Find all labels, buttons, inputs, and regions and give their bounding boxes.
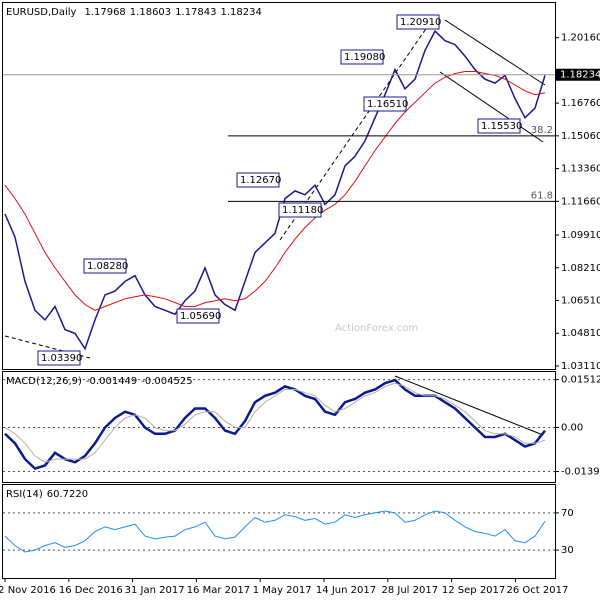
- header-part: EURUSD,Daily: [6, 7, 77, 18]
- header-part: 1.18603: [130, 7, 171, 18]
- level-label: 1.15530: [481, 121, 522, 132]
- header-part: -0.004525: [141, 376, 192, 387]
- level-label: 1.20910: [400, 17, 441, 28]
- x-tick-label: 1 May 2017: [253, 585, 312, 596]
- header-part: RSI(14): [6, 489, 43, 500]
- level-label: 1.11180: [282, 205, 323, 216]
- main-header: EURUSD,Daily 1.17968 1.18603 1.17843 1.18234: [6, 7, 262, 18]
- level-label: 1.16510: [367, 99, 408, 110]
- level-box: [37, 350, 81, 366]
- last-price-label: 1.18234: [560, 70, 600, 81]
- y-tick-label: -0.013938: [561, 467, 600, 478]
- level-box: [396, 14, 440, 30]
- header-part: MACD(12,26,9): [6, 376, 82, 387]
- header-part: 1.18234: [221, 7, 262, 18]
- last-price-box: [555, 68, 600, 81]
- y-tick-label: 1.16760: [561, 98, 600, 109]
- level-label: 1.08280: [87, 261, 128, 272]
- y-tick-label: 1.03110: [561, 361, 600, 372]
- x-tick-label: 16 Dec 2016: [59, 585, 123, 596]
- x-tick-label: 16 Mar 2017: [187, 585, 250, 596]
- panel-header: RSI(14) 60.7220: [6, 489, 88, 500]
- level-box: [363, 96, 407, 112]
- x-tick-label: 14 Jun 2017: [316, 585, 376, 596]
- y-tick-label: 0.01512: [561, 375, 600, 386]
- macd-trend-line: [394, 375, 544, 436]
- y-tick-label: 1.20160: [561, 33, 600, 44]
- level-label: 1.03390: [41, 353, 82, 364]
- fib-label: 38.2: [531, 125, 553, 136]
- series-line: [4, 382, 546, 463]
- y-tick-label: 1.13360: [561, 164, 600, 175]
- y-tick-label: 1.11660: [561, 196, 600, 207]
- level-box: [340, 49, 384, 65]
- level-box: [176, 308, 220, 324]
- y-tick-label: 1.08210: [561, 263, 600, 274]
- level-label: 1.05690: [180, 311, 221, 322]
- level-box: [278, 202, 322, 218]
- header-part: 1.17843: [175, 7, 216, 18]
- header-part: 60.7220: [47, 489, 88, 500]
- level-label: 1.12670: [240, 175, 281, 186]
- x-tick-label: 2 Nov 2016: [0, 585, 56, 596]
- header-part: -0.001449: [86, 376, 137, 387]
- series-line: [4, 510, 546, 553]
- channel-line: [444, 19, 546, 86]
- y-tick-label: 1.04810: [561, 328, 600, 339]
- level-box: [236, 172, 280, 188]
- level-box: [477, 118, 521, 134]
- x-tick-label: 31 Jan 2017: [125, 585, 185, 596]
- panel-header: MACD(12,26,9) -0.001449 -0.004525: [6, 376, 193, 387]
- level-box: [83, 258, 127, 274]
- series-line: [4, 71, 546, 311]
- fib-label: 61.8: [531, 190, 553, 201]
- y-tick-label: 1.06510: [561, 295, 600, 306]
- y-tick-label: 1.09910: [561, 230, 600, 241]
- level-label: 1.19080: [344, 52, 385, 63]
- watermark: ActionForex.com: [335, 323, 418, 334]
- y-tick-label: 30: [561, 545, 574, 556]
- rsi-panel: [2, 484, 556, 579]
- channel-line: [439, 71, 544, 143]
- header-part: 1.17968: [84, 7, 125, 18]
- y-tick-label: 0.00: [561, 422, 583, 433]
- series-line: [4, 29, 546, 351]
- x-tick-label: 28 Jul 2017: [381, 585, 438, 596]
- y-tick-label: 1.15060: [561, 131, 600, 142]
- x-tick-label: 12 Sep 2017: [442, 585, 505, 596]
- x-tick-label: 26 Oct 2017: [506, 585, 568, 596]
- y-tick-label: 70: [561, 508, 574, 519]
- main-panel: [2, 2, 556, 370]
- series-line: [4, 378, 546, 471]
